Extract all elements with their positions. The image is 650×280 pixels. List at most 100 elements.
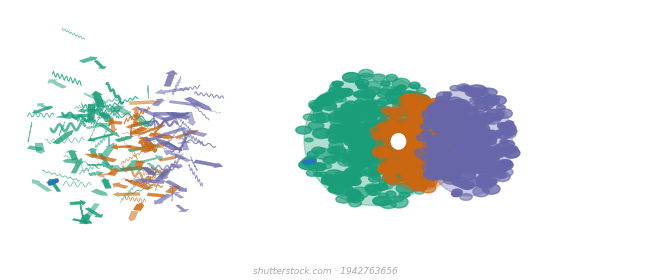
Ellipse shape bbox=[396, 183, 415, 194]
Ellipse shape bbox=[428, 121, 442, 129]
Ellipse shape bbox=[369, 123, 385, 133]
Ellipse shape bbox=[345, 129, 363, 141]
Ellipse shape bbox=[430, 146, 441, 152]
Ellipse shape bbox=[433, 166, 443, 171]
Ellipse shape bbox=[439, 113, 454, 122]
Ellipse shape bbox=[471, 125, 488, 135]
Ellipse shape bbox=[381, 133, 396, 141]
Ellipse shape bbox=[367, 140, 376, 144]
Ellipse shape bbox=[429, 114, 443, 123]
Ellipse shape bbox=[367, 132, 385, 143]
Ellipse shape bbox=[401, 145, 413, 152]
Ellipse shape bbox=[340, 122, 356, 131]
Ellipse shape bbox=[369, 133, 382, 140]
Ellipse shape bbox=[443, 176, 460, 184]
Ellipse shape bbox=[434, 151, 444, 157]
Ellipse shape bbox=[368, 130, 385, 141]
Ellipse shape bbox=[466, 146, 479, 153]
Ellipse shape bbox=[473, 92, 492, 104]
Ellipse shape bbox=[310, 114, 325, 123]
Ellipse shape bbox=[407, 93, 424, 101]
Ellipse shape bbox=[372, 138, 381, 142]
Ellipse shape bbox=[350, 117, 363, 123]
Ellipse shape bbox=[318, 97, 330, 102]
Ellipse shape bbox=[378, 165, 389, 171]
Ellipse shape bbox=[463, 142, 474, 148]
FancyArrow shape bbox=[131, 121, 154, 127]
Ellipse shape bbox=[389, 145, 399, 150]
Ellipse shape bbox=[419, 148, 432, 156]
Ellipse shape bbox=[337, 97, 346, 102]
Ellipse shape bbox=[413, 183, 421, 188]
FancyArrow shape bbox=[170, 164, 183, 169]
Ellipse shape bbox=[485, 98, 499, 106]
Ellipse shape bbox=[432, 163, 445, 171]
Ellipse shape bbox=[332, 81, 343, 87]
Ellipse shape bbox=[411, 152, 421, 157]
Ellipse shape bbox=[372, 147, 389, 157]
Ellipse shape bbox=[476, 146, 485, 150]
Ellipse shape bbox=[376, 149, 391, 156]
Ellipse shape bbox=[424, 169, 442, 180]
Ellipse shape bbox=[362, 136, 372, 142]
Ellipse shape bbox=[387, 119, 400, 127]
Ellipse shape bbox=[399, 148, 408, 153]
Ellipse shape bbox=[456, 128, 468, 135]
Ellipse shape bbox=[463, 141, 471, 145]
Ellipse shape bbox=[384, 153, 394, 158]
Ellipse shape bbox=[463, 141, 474, 147]
FancyArrow shape bbox=[113, 192, 140, 197]
Ellipse shape bbox=[312, 105, 322, 111]
Ellipse shape bbox=[387, 99, 395, 104]
Ellipse shape bbox=[469, 136, 478, 141]
Ellipse shape bbox=[401, 123, 417, 131]
Ellipse shape bbox=[463, 129, 475, 136]
Ellipse shape bbox=[348, 171, 358, 176]
Ellipse shape bbox=[448, 115, 467, 123]
Ellipse shape bbox=[400, 98, 417, 108]
Ellipse shape bbox=[416, 143, 424, 147]
FancyArrow shape bbox=[125, 160, 139, 170]
Ellipse shape bbox=[369, 127, 378, 132]
Ellipse shape bbox=[411, 155, 427, 162]
Ellipse shape bbox=[344, 139, 356, 146]
Ellipse shape bbox=[400, 128, 413, 136]
Ellipse shape bbox=[364, 135, 383, 145]
Ellipse shape bbox=[396, 150, 410, 156]
Ellipse shape bbox=[444, 109, 452, 113]
Ellipse shape bbox=[348, 155, 364, 164]
Ellipse shape bbox=[441, 167, 459, 178]
Ellipse shape bbox=[389, 121, 400, 127]
Ellipse shape bbox=[411, 141, 424, 147]
Ellipse shape bbox=[415, 151, 433, 160]
Ellipse shape bbox=[454, 163, 469, 172]
Ellipse shape bbox=[423, 136, 437, 143]
Ellipse shape bbox=[314, 100, 323, 104]
Ellipse shape bbox=[415, 143, 431, 153]
Ellipse shape bbox=[395, 125, 404, 130]
Ellipse shape bbox=[413, 140, 421, 144]
Ellipse shape bbox=[355, 131, 371, 141]
Ellipse shape bbox=[488, 132, 496, 136]
Ellipse shape bbox=[436, 140, 448, 146]
Ellipse shape bbox=[368, 100, 379, 105]
Ellipse shape bbox=[410, 135, 425, 143]
Ellipse shape bbox=[415, 142, 424, 146]
Ellipse shape bbox=[378, 166, 394, 174]
Ellipse shape bbox=[445, 141, 464, 152]
Ellipse shape bbox=[340, 125, 349, 130]
Ellipse shape bbox=[408, 130, 424, 137]
Ellipse shape bbox=[460, 126, 476, 135]
Ellipse shape bbox=[329, 138, 340, 143]
Ellipse shape bbox=[343, 151, 359, 160]
FancyArrow shape bbox=[35, 143, 45, 153]
Ellipse shape bbox=[457, 181, 472, 188]
Ellipse shape bbox=[420, 103, 434, 109]
FancyArrow shape bbox=[111, 165, 124, 172]
Ellipse shape bbox=[372, 149, 385, 157]
Ellipse shape bbox=[473, 135, 491, 145]
Ellipse shape bbox=[369, 139, 386, 148]
Ellipse shape bbox=[386, 120, 400, 127]
Ellipse shape bbox=[413, 138, 424, 143]
Ellipse shape bbox=[336, 195, 352, 203]
